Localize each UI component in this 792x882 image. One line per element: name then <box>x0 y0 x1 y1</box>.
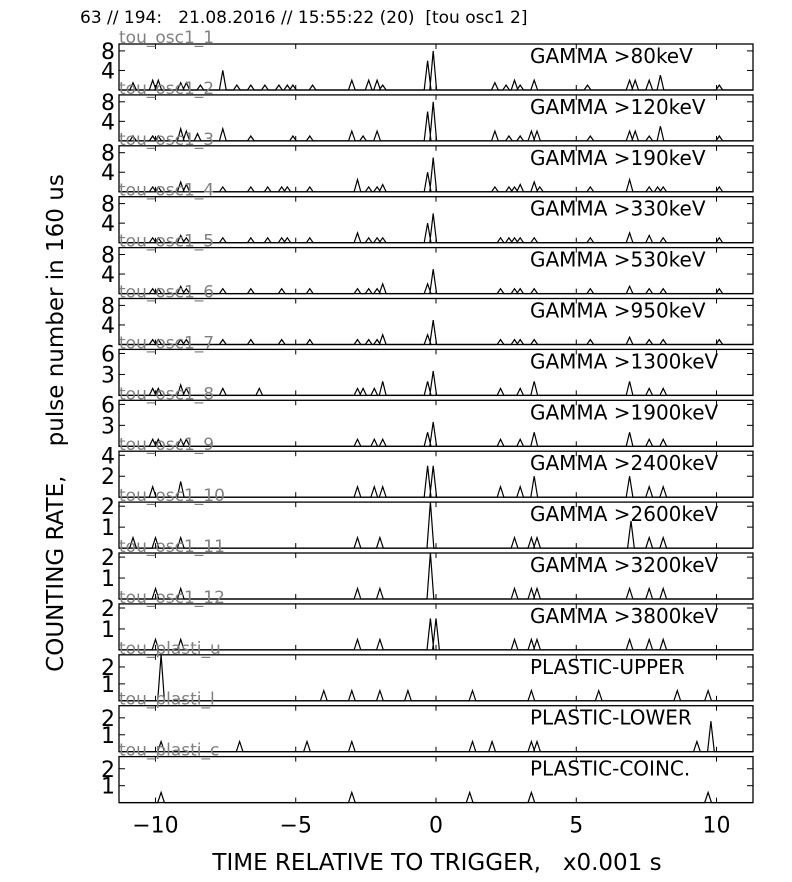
y-tick-label: 2 <box>101 758 115 783</box>
data-trace <box>119 50 753 91</box>
y-tick-label: 1 <box>101 724 115 749</box>
channel-label: tou_osc1_8 <box>119 384 214 404</box>
x-tick-label: 10 <box>703 814 731 839</box>
panel-label: GAMMA >190keV <box>530 146 706 170</box>
y-tick-label: 2 <box>101 707 115 732</box>
channel-label: tou_osc1_6 <box>119 283 214 303</box>
channel-label: tou_osc1_10 <box>119 486 225 506</box>
y-tick-label: 1 <box>101 618 115 643</box>
data-trace <box>119 213 753 244</box>
channel-label: tou_osc1_5 <box>119 232 214 252</box>
channel-label: tou_osc1_3 <box>119 130 214 150</box>
y-tick-label: 8 <box>101 142 115 167</box>
panel-label: GAMMA >3200keV <box>530 553 719 577</box>
panel-label: GAMMA >120keV <box>530 95 706 119</box>
y-tick-label: 6 <box>101 393 115 418</box>
y-tick-label: 4 <box>101 110 115 135</box>
y-tick-label: 3 <box>101 363 115 388</box>
channel-label: tou_osc1_2 <box>119 79 214 99</box>
channel-label: tou_plasti_c <box>119 741 219 761</box>
panel-label: GAMMA >2600keV <box>530 502 719 526</box>
panel-label: GAMMA >1300keV <box>530 349 719 373</box>
y-tick-label: 8 <box>101 193 115 218</box>
data-trace <box>119 790 753 804</box>
figure-title: 63 // 194: 21.08.2016 // 15:55:22 (20) [… <box>80 8 528 28</box>
y-tick-label: 4 <box>101 59 115 84</box>
channel-label: tou_osc1_12 <box>119 588 225 608</box>
panel-label: GAMMA >330keV <box>530 197 706 221</box>
x-tick-label: −5 <box>280 814 312 839</box>
panel-label: GAMMA >80keV <box>530 44 693 68</box>
y-tick-label: 2 <box>101 465 115 490</box>
y-tick-label: 4 <box>101 212 115 237</box>
panel-label: PLASTIC-COINC. <box>530 757 690 781</box>
panel-label: PLASTIC-LOWER <box>530 706 692 730</box>
data-trace <box>119 101 753 142</box>
data-trace <box>119 269 753 295</box>
panel-label: GAMMA >3800keV <box>530 604 719 628</box>
x-tick-label: 0 <box>429 814 443 839</box>
channel-label: tou_osc1_1 <box>119 28 214 48</box>
panel-label: GAMMA >530keV <box>530 248 706 272</box>
data-trace <box>119 320 753 346</box>
data-trace <box>119 465 753 498</box>
y-tick-label: 4 <box>101 314 115 339</box>
x-axis-label: TIME RELATIVE TO TRIGGER, x0.001 s <box>212 850 662 876</box>
y-tick-label: 2 <box>101 597 115 622</box>
channel-label: tou_osc1_4 <box>119 181 214 201</box>
panel-label: PLASTIC-UPPER <box>530 655 685 679</box>
data-trace <box>119 370 753 396</box>
y-tick-label: 8 <box>101 243 115 268</box>
y-tick-label: 1 <box>101 567 115 592</box>
x-tick-label: −10 <box>132 814 178 839</box>
y-tick-label: 2 <box>101 656 115 681</box>
x-tick-label: 5 <box>569 814 583 839</box>
data-trace <box>119 501 753 549</box>
channel-label: tou_plasti_l <box>119 690 215 710</box>
y-tick-label: 8 <box>101 91 115 116</box>
y-tick-label: 2 <box>101 546 115 571</box>
y-tick-label: 4 <box>101 161 115 186</box>
data-trace <box>119 618 753 651</box>
y-tick-label: 1 <box>101 516 115 541</box>
y-tick-label: 3 <box>101 414 115 439</box>
y-tick-label: 8 <box>101 40 115 65</box>
panel-label: GAMMA >1900keV <box>530 400 719 424</box>
y-tick-label: 6 <box>101 342 115 367</box>
channel-label: tou_plasti_u <box>119 639 221 659</box>
y-tick-label: 2 <box>101 495 115 520</box>
data-trace <box>119 421 753 447</box>
panel-label: GAMMA >2400keV <box>530 451 719 475</box>
data-trace <box>119 157 753 193</box>
y-tick-label: 8 <box>101 294 115 319</box>
channel-label: tou_osc1_7 <box>119 333 214 353</box>
y-tick-label: 4 <box>101 263 115 288</box>
y-tick-label: 4 <box>101 444 115 469</box>
y-tick-label: 1 <box>101 775 115 800</box>
data-trace <box>119 654 753 702</box>
data-trace <box>119 552 753 600</box>
panel-label: GAMMA >950keV <box>530 299 706 323</box>
y-tick-label: 1 <box>101 673 115 698</box>
channel-label: tou_osc1_11 <box>119 537 225 557</box>
data-trace <box>119 721 753 753</box>
channel-label: tou_osc1_9 <box>119 435 214 455</box>
